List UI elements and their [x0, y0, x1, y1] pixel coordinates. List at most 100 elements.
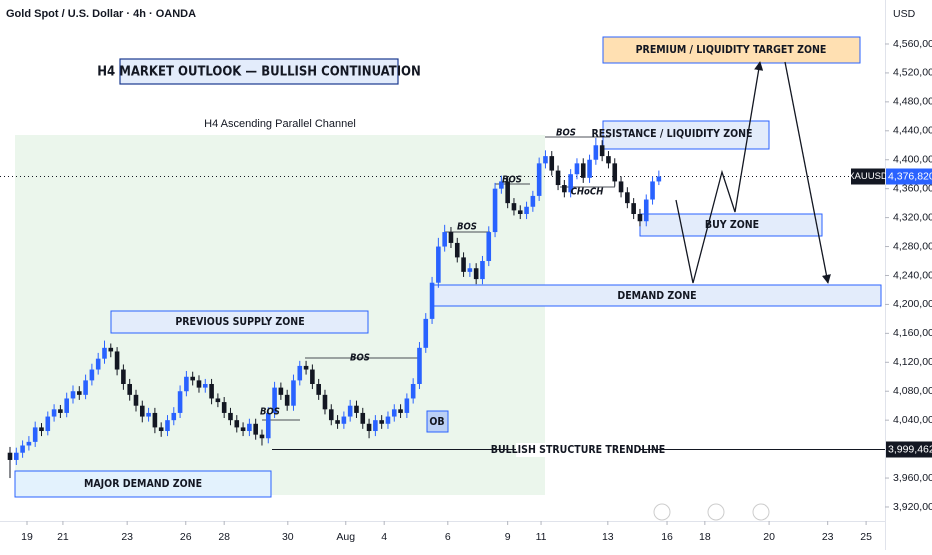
- candle-body: [517, 210, 523, 214]
- y-tick-label: 4,320,000: [893, 211, 932, 223]
- candle-body: [612, 163, 618, 182]
- x-tick-label: 23: [822, 531, 834, 543]
- structure-label: BOS: [457, 222, 477, 233]
- event-icon[interactable]: [653, 503, 671, 521]
- y-tick-label: 4,160,000: [893, 327, 932, 339]
- candle-body: [58, 409, 63, 413]
- candle-body: [637, 213, 643, 222]
- channel-label: H4 Ascending Parallel Channel: [204, 118, 356, 130]
- x-tick-label: 13: [602, 531, 614, 543]
- candle-body: [303, 365, 309, 370]
- candle-body: [505, 181, 510, 204]
- y-tick-label: 4,480,000: [893, 96, 932, 108]
- x-tick-label: 21: [57, 531, 69, 543]
- candle-body: [190, 376, 195, 381]
- candle-body: [284, 394, 290, 406]
- candle-body: [574, 163, 580, 175]
- candle-body: [448, 232, 454, 243]
- candle-body: [366, 423, 372, 432]
- candle-body: [536, 163, 542, 196]
- candle-body: [373, 420, 378, 432]
- candle-body: [593, 145, 599, 160]
- event-icon[interactable]: [752, 503, 770, 521]
- candle-body: [316, 383, 321, 395]
- candle-body: [354, 405, 359, 413]
- candle-body: [391, 409, 397, 417]
- symbol-box: [851, 168, 885, 185]
- candle-body: [184, 376, 189, 392]
- symbol-title: Gold Spot / U.S. Dollar · 4h · OANDA: [6, 8, 196, 20]
- candle-body: [562, 185, 567, 193]
- candle-body: [95, 358, 101, 370]
- candle-body: [328, 409, 334, 421]
- candle-body: [492, 188, 498, 233]
- x-tick-label: 4: [381, 531, 387, 543]
- zone-label: BULLISH STRUCTURE TRENDLINE: [491, 444, 666, 456]
- candle-body: [436, 246, 441, 283]
- x-tick-label: 11: [536, 531, 547, 543]
- candle-body: [429, 282, 435, 319]
- candle-body: [606, 156, 611, 164]
- x-tick-label: 19: [21, 531, 33, 543]
- x-tick-label: 6: [445, 531, 451, 543]
- x-tick-label: 20: [763, 531, 775, 543]
- candle-body: [221, 402, 227, 413]
- candle-body: [587, 159, 592, 178]
- y-tick-label: 3,920,000: [893, 501, 932, 513]
- y-tick-label: 4,080,000: [893, 385, 932, 397]
- x-tick-label: Aug: [336, 531, 355, 543]
- zones: [0, 36, 885, 498]
- candle-body: [39, 427, 44, 432]
- candle-body: [26, 441, 32, 446]
- candle-body: [83, 380, 88, 395]
- candle-body: [480, 261, 485, 280]
- candle-body: [568, 174, 573, 193]
- candle-body: [209, 383, 214, 399]
- y-tick-label: 4,440,000: [893, 125, 932, 137]
- candle-body: [511, 203, 517, 211]
- zone: [110, 310, 369, 334]
- candle-body: [171, 412, 177, 421]
- candle-body: [398, 409, 403, 413]
- candle-body: [108, 347, 114, 352]
- candle-body: [360, 412, 366, 424]
- candle-body: [410, 383, 416, 399]
- candle-body: [643, 199, 649, 222]
- candle-body: [486, 232, 492, 262]
- candle-body: [555, 170, 561, 186]
- candle-body: [341, 416, 347, 424]
- candle-body: [121, 369, 126, 384]
- candle-body: [102, 347, 107, 359]
- trendline-label-bg: [516, 443, 640, 457]
- structure-label: BOS: [350, 353, 370, 364]
- structure-label: BOS: [502, 175, 522, 186]
- x-tick-label: 26: [180, 531, 192, 543]
- candle-body: [114, 351, 120, 370]
- candle-body: [524, 206, 529, 214]
- y-tick-label: 4,280,000: [893, 240, 932, 252]
- candle-body: [146, 412, 151, 417]
- trendline-price-box: [886, 441, 932, 458]
- zone-label: PREVIOUS SUPPLY ZONE: [175, 316, 304, 328]
- zone-label: BUY ZONE: [705, 219, 759, 231]
- y-tick-label: 4,040,000: [893, 414, 932, 426]
- candle-body: [618, 181, 624, 193]
- candle-body: [215, 398, 221, 403]
- zone: [426, 410, 449, 433]
- candle-body: [20, 445, 25, 453]
- candle-body: [549, 156, 555, 171]
- candle-body: [404, 398, 410, 413]
- zone-label: MAJOR DEMAND ZONE: [84, 478, 202, 490]
- y-tick-label: 4,360,000: [893, 182, 932, 194]
- candle-body: [310, 369, 315, 384]
- candle-body: [127, 383, 132, 395]
- zone-label: OB: [429, 416, 444, 428]
- last-price-box: [886, 168, 932, 185]
- event-icon[interactable]: [707, 503, 725, 521]
- candle-body: [240, 427, 246, 432]
- y-tick-label: 4,560,000: [893, 38, 932, 50]
- candle-body: [265, 412, 271, 439]
- candle-body: [499, 181, 504, 189]
